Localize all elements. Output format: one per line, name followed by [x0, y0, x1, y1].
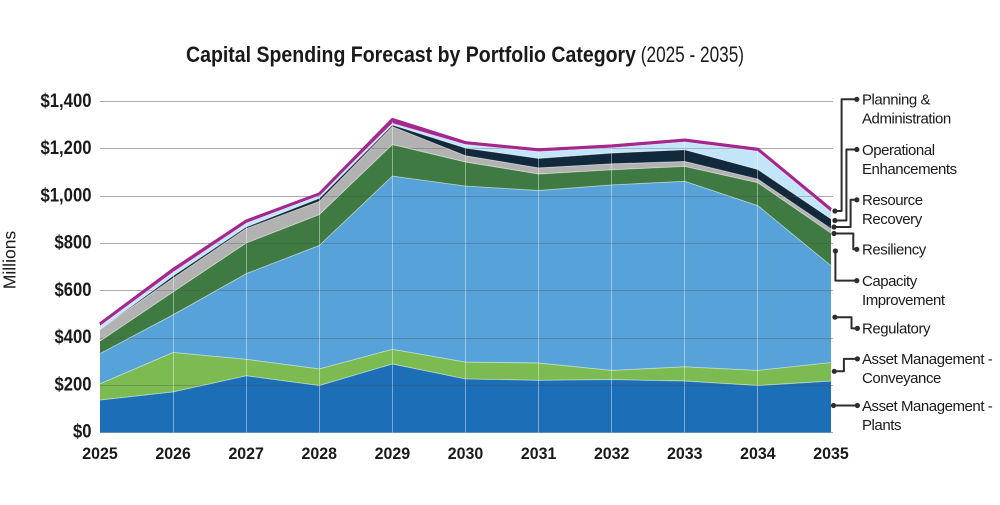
svg-text:Enhancements: Enhancements — [862, 161, 957, 178]
svg-text:Plants: Plants — [862, 417, 901, 434]
svg-text:Improvement: Improvement — [862, 292, 946, 309]
svg-text:2033: 2033 — [667, 444, 703, 463]
svg-text:$1,400: $1,400 — [41, 91, 92, 112]
svg-text:2025: 2025 — [82, 444, 118, 463]
svg-text:$0: $0 — [73, 422, 92, 443]
svg-text:Recovery: Recovery — [862, 211, 923, 228]
svg-text:$400: $400 — [55, 327, 92, 348]
svg-text:2034: 2034 — [740, 444, 776, 463]
svg-text:2027: 2027 — [228, 444, 264, 463]
svg-text:Conveyance: Conveyance — [862, 370, 941, 387]
svg-text:Administration: Administration — [862, 111, 951, 128]
svg-text:2029: 2029 — [375, 444, 411, 463]
svg-text:Regulatory: Regulatory — [862, 321, 931, 338]
svg-text:2035: 2035 — [813, 444, 849, 463]
svg-text:2026: 2026 — [155, 444, 191, 463]
svg-text:Operational: Operational — [862, 142, 935, 159]
svg-text:Asset Management -: Asset Management - — [862, 398, 993, 415]
svg-text:$1,200: $1,200 — [41, 138, 92, 159]
svg-text:2032: 2032 — [594, 444, 630, 463]
svg-text:2031: 2031 — [521, 444, 557, 463]
svg-text:2030: 2030 — [448, 444, 484, 463]
svg-text:2028: 2028 — [302, 444, 338, 463]
svg-text:$1,000: $1,000 — [41, 185, 92, 206]
svg-text:Capacity: Capacity — [862, 273, 918, 290]
svg-text:Capital Spending Forecast by P: Capital Spending Forecast by Portfolio C… — [186, 42, 744, 67]
svg-text:$800: $800 — [55, 233, 92, 254]
svg-text:$600: $600 — [55, 280, 92, 301]
svg-text:Resiliency: Resiliency — [862, 242, 927, 259]
svg-text:Millions: Millions — [0, 231, 20, 290]
svg-text:Asset Management -: Asset Management - — [862, 351, 993, 368]
svg-text:$200: $200 — [55, 374, 92, 395]
svg-text:Planning &: Planning & — [862, 92, 930, 109]
svg-text:Resource: Resource — [862, 192, 923, 209]
